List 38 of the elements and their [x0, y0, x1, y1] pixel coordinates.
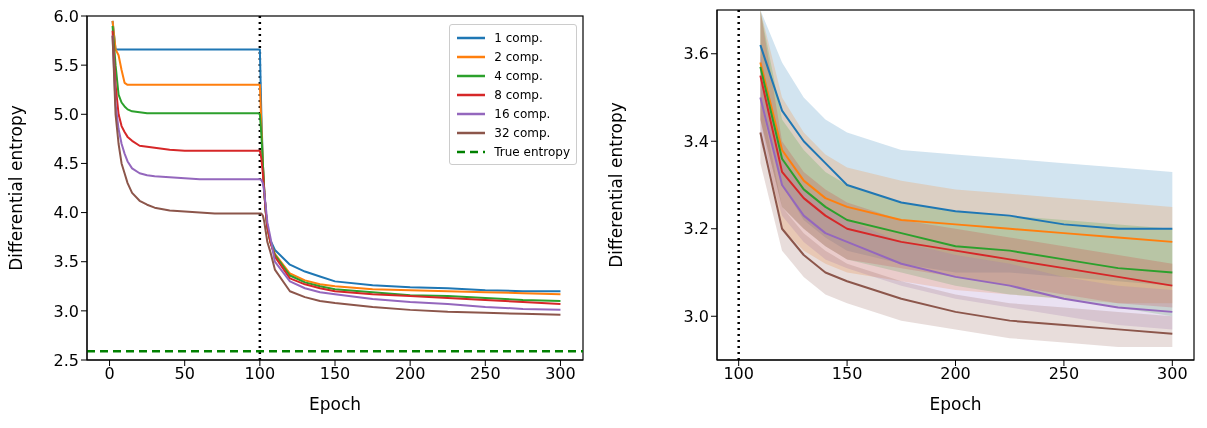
x-tick-label: 250 — [470, 364, 501, 384]
y-tick-label: 5.5 — [53, 55, 79, 75]
x-tick-label: 300 — [1157, 364, 1188, 384]
y-tick-label: 3.2 — [683, 219, 709, 239]
legend-label: 32 comp. — [494, 125, 551, 140]
legend-label: True entropy — [494, 144, 570, 159]
legend-label: 8 comp. — [494, 87, 543, 102]
y-axis-title: Differential entropy — [606, 102, 627, 268]
y-tick-label: 3.5 — [53, 252, 79, 272]
y-tick-label: 5.0 — [53, 104, 79, 124]
x-tick-label: 300 — [545, 364, 576, 384]
line-series — [759, 44, 1174, 230]
y-tick-label: 4.5 — [53, 154, 79, 174]
x-axis-title: Epoch — [308, 394, 362, 414]
y-tick-label: 3.0 — [683, 306, 709, 326]
x-tick-label: 50 — [174, 364, 195, 384]
x-tick-label: 0 — [104, 364, 115, 384]
y-tick-label: 4.0 — [53, 203, 79, 223]
x-tick-label: 150 — [831, 364, 863, 384]
line-series — [759, 131, 1174, 335]
legend-label: 1 comp. — [494, 30, 543, 45]
x-tick-label: 100 — [244, 364, 276, 384]
legend-label: 16 comp. — [494, 106, 551, 121]
x-tick-label: 250 — [1048, 364, 1080, 384]
y-tick-label: 3.4 — [683, 131, 709, 151]
x-axis-title: Epoch — [929, 394, 982, 414]
line-series — [759, 61, 1174, 243]
x-tick-label: 100 — [723, 364, 754, 384]
x-tick-label: 200 — [940, 364, 971, 384]
y-tick-label: 6.0 — [53, 6, 79, 26]
y-tick-label: 3.6 — [683, 44, 709, 64]
x-tick-label: 200 — [394, 364, 426, 384]
y-tick-label: 2.5 — [53, 350, 79, 370]
legend-label: 4 comp. — [494, 68, 543, 83]
x-tick-label: 150 — [319, 364, 351, 384]
y-tick-label: 3.0 — [53, 301, 79, 321]
legend-label: 2 comp. — [494, 49, 543, 64]
y-axis-title: Differential entropy — [6, 105, 27, 271]
